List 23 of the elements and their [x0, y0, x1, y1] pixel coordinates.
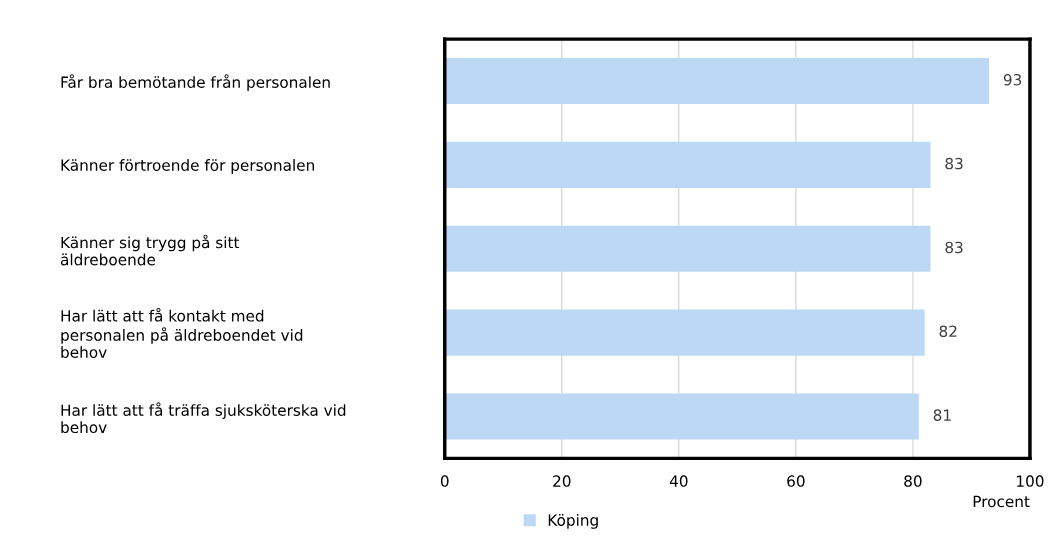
bar [444, 309, 925, 356]
x-tick-label: 100 [1017, 475, 1044, 487]
bar [444, 58, 989, 105]
y-tick-label: Känner sig trygg på sitt äldreboende [60, 234, 240, 266]
y-tick-label: Har lätt att få träffa sjuksköterska vid behov [61, 402, 346, 434]
x-tick-label: 20 [553, 475, 571, 487]
data-label: 82 [939, 325, 957, 338]
x-tick-label: 40 [669, 475, 688, 487]
data-label: 81 [933, 409, 951, 421]
data-label: 83 [945, 157, 963, 170]
bar [444, 141, 931, 188]
bar [444, 393, 919, 440]
data-label: 93 [1003, 73, 1022, 86]
x-tick-label: 60 [787, 475, 805, 487]
y-tick-label: Känner förtroende för personalen [61, 159, 314, 174]
legend-label: Köping [548, 514, 598, 529]
y-tick-label: Har lätt att få kontakt med personalen på äldreboendet vid behov [61, 307, 303, 358]
x-tick-label: 80 [904, 475, 922, 487]
data-label: 83 [945, 241, 963, 254]
x-tick-label: 0 [440, 475, 449, 487]
bar [444, 225, 931, 272]
y-tick-label: Får bra bemötande från personalen [61, 74, 330, 91]
x-axis-title: Procent [973, 495, 1030, 508]
